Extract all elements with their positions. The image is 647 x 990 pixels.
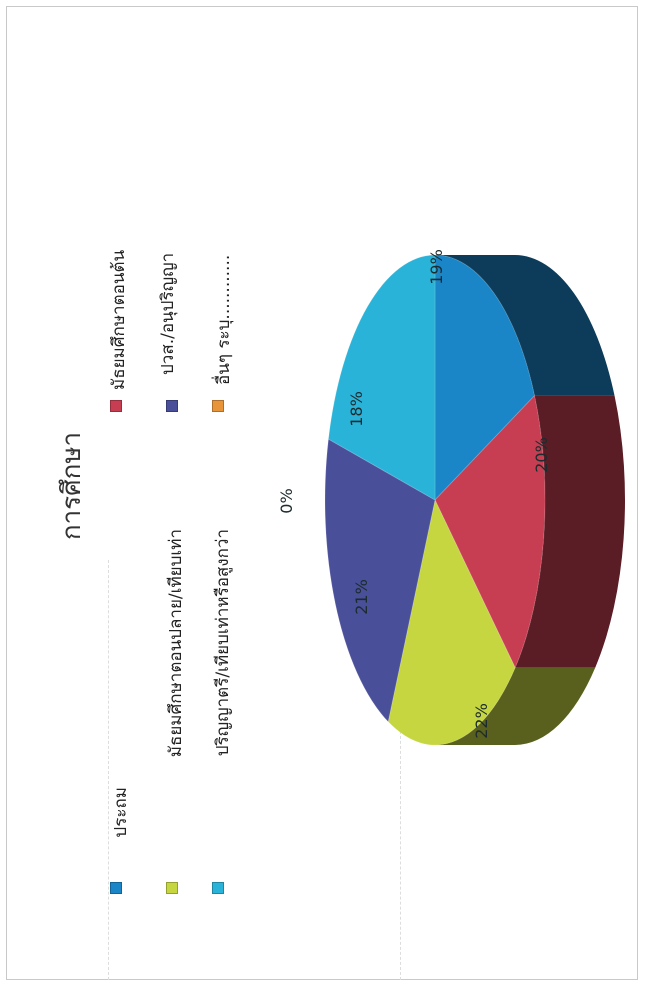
- legend-swatch-primary: [110, 882, 122, 894]
- data-label-other: 0%: [277, 488, 296, 514]
- page-frame: [6, 6, 638, 980]
- legend-swatch-diploma: [166, 400, 178, 412]
- data-label-diploma: 22%: [472, 703, 491, 739]
- divider-line: [108, 560, 109, 980]
- pie-side-primary: [435, 255, 615, 396]
- pie-slice-upper-secondary: [387, 498, 516, 746]
- pie-slice-primary: [434, 254, 536, 502]
- legend-swatch-bachelor: [212, 882, 224, 894]
- legend-swatch-other: [212, 400, 224, 412]
- pie-slice-bachelor: [327, 254, 436, 501]
- legend-swatch-upper-secondary: [166, 882, 178, 894]
- data-label-lower-secondary: 19%: [427, 249, 446, 285]
- data-label-bachelor: 21%: [352, 579, 371, 615]
- pie-slice-diploma: [324, 438, 436, 723]
- pie-side-lower-secondary: [515, 395, 625, 668]
- pie-side-upper-secondary: [435, 667, 596, 745]
- data-label-upper-secondary: 20%: [532, 437, 551, 473]
- legend-swatch-lower-secondary: [110, 400, 122, 412]
- pie-side: [435, 255, 625, 745]
- pie-slice-lower-secondary: [434, 394, 546, 669]
- data-label-primary: 18%: [347, 391, 366, 427]
- divider-line: [400, 560, 401, 980]
